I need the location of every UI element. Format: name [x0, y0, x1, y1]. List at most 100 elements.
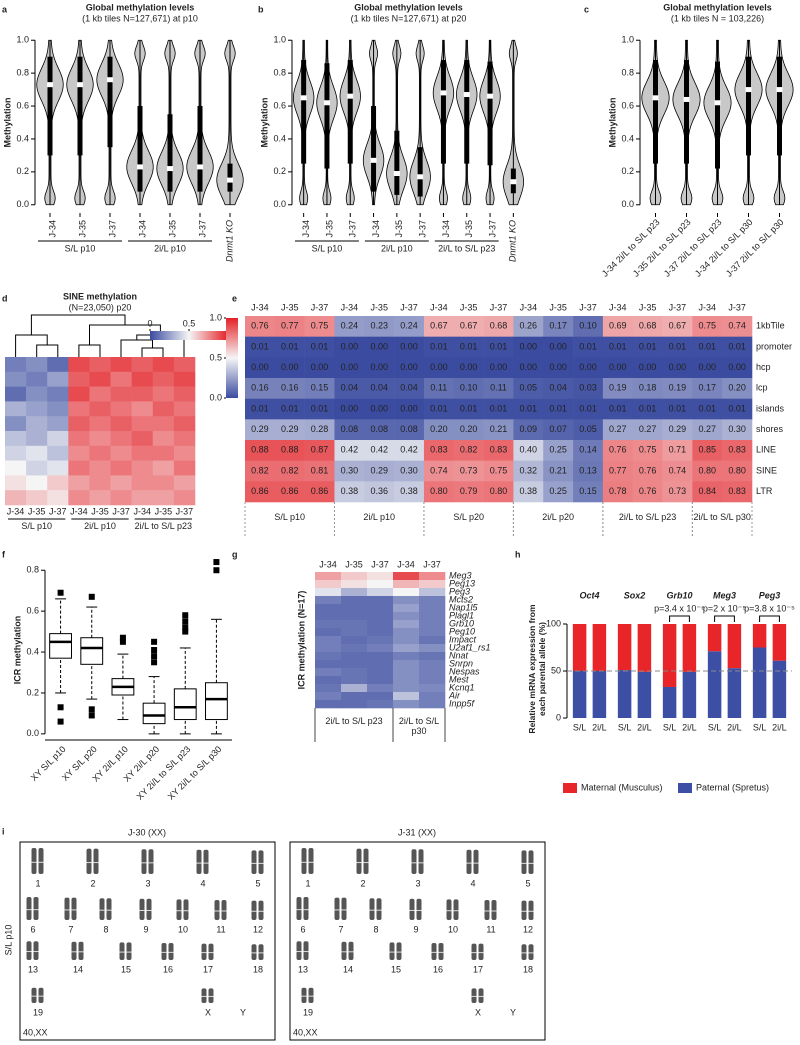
- chromosome: [296, 897, 302, 920]
- chromosome-label: 11: [216, 924, 225, 934]
- heatmap-cell: [341, 692, 368, 701]
- heatmap-cell: [513, 460, 544, 482]
- chromosome: [411, 849, 417, 874]
- chromosome: [376, 898, 382, 920]
- heatmap-cell: [173, 401, 196, 417]
- heatmap-cell: [110, 386, 132, 402]
- heatmap-cell: [453, 336, 484, 358]
- cell-label: 0.85: [698, 445, 716, 455]
- column-label: J-35: [549, 302, 567, 312]
- chromosome-label: Y: [240, 1007, 246, 1017]
- group-label: Meg3: [713, 590, 736, 600]
- row-label: Plagl1: [449, 610, 474, 620]
- heatmap-cell: [89, 431, 111, 447]
- cell-label: 0.18: [639, 383, 657, 393]
- row-label: Inpp5f: [449, 698, 476, 708]
- heatmap-cell: [315, 684, 342, 693]
- chromosome-label: 17: [473, 964, 483, 974]
- panel-letter: a: [2, 4, 8, 14]
- outlier: [88, 593, 95, 600]
- chart-title: SINE methylation: [63, 291, 137, 301]
- column-label: J-34: [70, 506, 88, 516]
- group-label: 2i/L p10: [154, 243, 186, 253]
- spread-frame: [19, 841, 276, 1041]
- column-label: J-37: [490, 302, 508, 312]
- annotation: p=2 x 10⁻⁵: [703, 603, 747, 613]
- heatmap-cell: [367, 604, 394, 613]
- y-tick-label: 0.8: [621, 68, 634, 78]
- heatmap-cell: [152, 357, 175, 373]
- row-label: Snrpn: [449, 658, 473, 668]
- chromosome: [161, 943, 167, 960]
- heatmap-cell: [152, 416, 175, 432]
- heatmap-cell: [68, 431, 90, 447]
- median-mark: [683, 96, 690, 102]
- heatmap-cell: [5, 475, 27, 491]
- heatmap-cell: [602, 378, 634, 399]
- group-label: Peg3: [759, 590, 781, 600]
- median-mark: [137, 164, 143, 170]
- column-label: J-34: [397, 559, 415, 569]
- heatmap-cell: [245, 398, 276, 420]
- chromosome: [491, 900, 497, 920]
- box: [49, 633, 72, 659]
- cell-label: 0.00: [400, 341, 418, 351]
- outlier: [151, 653, 158, 660]
- row-label: Nespas: [449, 666, 480, 676]
- y-tick-label: 0.6: [26, 606, 39, 616]
- cell-label: 0.04: [549, 383, 567, 393]
- heatmap-cell: [315, 612, 342, 621]
- heatmap-cell: [662, 481, 693, 503]
- heatmap-cell: [423, 316, 455, 337]
- heatmap-cell: [173, 431, 196, 447]
- chart-subtitle: (1 kb tiles N=127,671) at p20: [351, 13, 467, 23]
- heatmap-cell: [110, 490, 132, 506]
- heatmap-cell: [173, 386, 196, 402]
- heatmap-cell: [315, 588, 342, 597]
- row-label: SINE: [756, 465, 777, 475]
- chromosome-label: 1: [305, 878, 310, 888]
- heatmap-cell: [543, 481, 574, 503]
- cell-label: 0.15: [311, 383, 329, 393]
- x-tick-label: XY 2i/L to S/L p30: [166, 744, 224, 802]
- cell-label: 0.01: [579, 403, 597, 413]
- cell-label: 0.00: [251, 362, 269, 372]
- chart-subtitle: (N=23,050) p20: [69, 302, 132, 312]
- bar-segment: [617, 670, 632, 718]
- outlier: [88, 706, 95, 713]
- cell-label: 0.73: [669, 486, 687, 496]
- chromosome-label: 14: [343, 964, 353, 974]
- cell-label: 0.83: [430, 445, 448, 455]
- chromosome: [528, 850, 534, 874]
- heatmap-cell: [722, 419, 753, 441]
- cell-label: 0.80: [490, 486, 508, 496]
- column-label: J-35: [28, 506, 46, 516]
- heatmap-cell: [131, 475, 154, 491]
- chromosome-label: Y: [510, 1007, 516, 1017]
- x-tick-label: J-34: [371, 220, 381, 238]
- chromosome-label: 19: [33, 1007, 43, 1017]
- iqr-box: [684, 59, 689, 164]
- x-tick-label: Dnmt1 KO: [508, 220, 518, 262]
- median-mark: [417, 174, 424, 180]
- heatmap-cell: [602, 398, 634, 420]
- x-tick-label: S/L: [573, 722, 587, 732]
- cell-label: 0.79: [460, 486, 478, 496]
- column-label: J-37: [423, 559, 441, 569]
- heatmap-cell: [602, 357, 634, 379]
- heatmap-cell: [722, 398, 753, 420]
- group-label: 2i/L to S/L p23: [438, 243, 495, 253]
- heatmap-cell: [341, 596, 368, 605]
- chromosome-label: 16: [163, 964, 173, 974]
- column-label: J-34: [430, 302, 448, 312]
- heatmap-cell: [393, 700, 420, 709]
- iqr-box: [77, 56, 83, 156]
- spread-title: J-30 (XX): [128, 827, 166, 837]
- cell-label: 0.00: [549, 341, 567, 351]
- group-label: 2i/L to S/L p30: [693, 512, 751, 522]
- heatmap-cell: [304, 440, 335, 461]
- cell-label: 0.01: [311, 403, 329, 413]
- chromosome: [78, 941, 84, 960]
- chromosome: [183, 899, 189, 920]
- heatmap-cell: [89, 460, 111, 476]
